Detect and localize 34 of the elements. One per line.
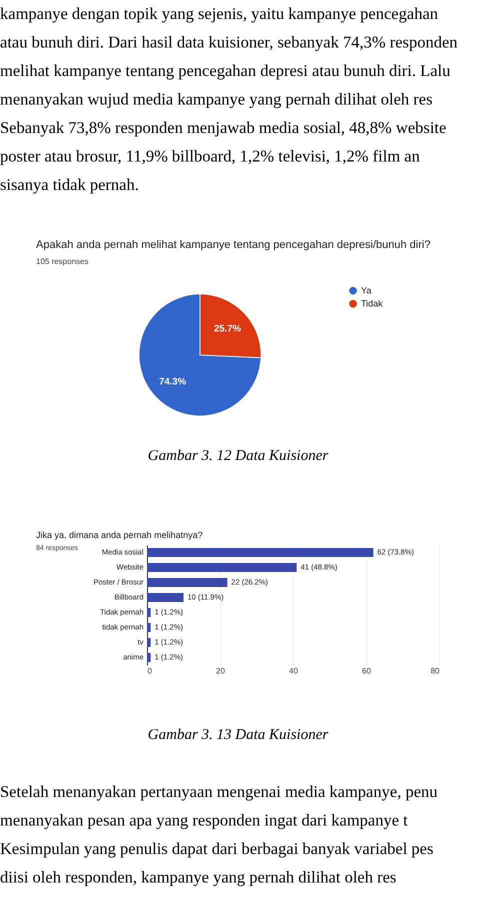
bar: [147, 578, 228, 587]
text: menanyakan pesan apa yang responden ingat dari kampanye t: [0, 810, 408, 830]
bar: [147, 608, 151, 617]
x-tick-label: 0: [148, 666, 152, 676]
chart-title: Apakah anda pernah melihat kampanye tentang pencegahan depresi/bunuh diri?: [36, 239, 430, 251]
pie-slice: [138, 294, 262, 416]
bar: [147, 593, 184, 602]
bar: [147, 563, 297, 572]
text: diisi oleh responden, kampanye yang pernah dilihat oleh res: [0, 868, 396, 886]
data-label: 25.7%: [214, 324, 242, 335]
text: menanyakan wujud media kampanye yang pernah dilihat oleh res: [0, 90, 433, 108]
text: poster atau brosur, 11,9% billboard, 1,2% televisi, 1,2% film an: [0, 146, 420, 166]
x-tick-label: 40: [289, 666, 298, 676]
x-tick-label: 60: [362, 666, 372, 676]
text: atau bunuh diri. Dari hasil data kuisioner, sebanyak 74,3% responden: [0, 32, 458, 52]
bar: [147, 623, 151, 632]
text: melihat kampanye tentang pencegahan depresi atau bunuh diri. Lalu: [0, 61, 450, 80]
legend-label: Ya: [361, 286, 372, 296]
text: sisanya tidak pernah.: [0, 175, 139, 194]
x-tick-label: 80: [430, 666, 440, 676]
text: Sebanyak 73,8% responden menjawab media sosial, 48,8% website: [0, 118, 446, 137]
text: Gambar 3. 12 Data Kuisioner: [148, 448, 328, 464]
text: 105 responses: [36, 257, 88, 266]
bar: [147, 653, 151, 662]
bar: [147, 548, 374, 557]
text: Setelah menanyakan pertanyaan mengenai media kampanye, penu: [0, 782, 438, 801]
text: Gambar 3. 13 Data Kuisioner: [148, 727, 328, 743]
chart-title: Jika ya, dimana anda pernah melihatnya?: [36, 530, 203, 540]
text: kampanye dengan topik yang sejenis, yaitu kampanye pencegahan: [0, 4, 438, 23]
text: Kesimpulan yang penulis dapat dari berbagai banyak variabel pes: [0, 839, 434, 858]
x-tick-label: 20: [216, 666, 226, 676]
legend-label: Tidak: [361, 298, 384, 309]
bar: [147, 638, 151, 647]
data-label: 74.3%: [159, 376, 187, 388]
